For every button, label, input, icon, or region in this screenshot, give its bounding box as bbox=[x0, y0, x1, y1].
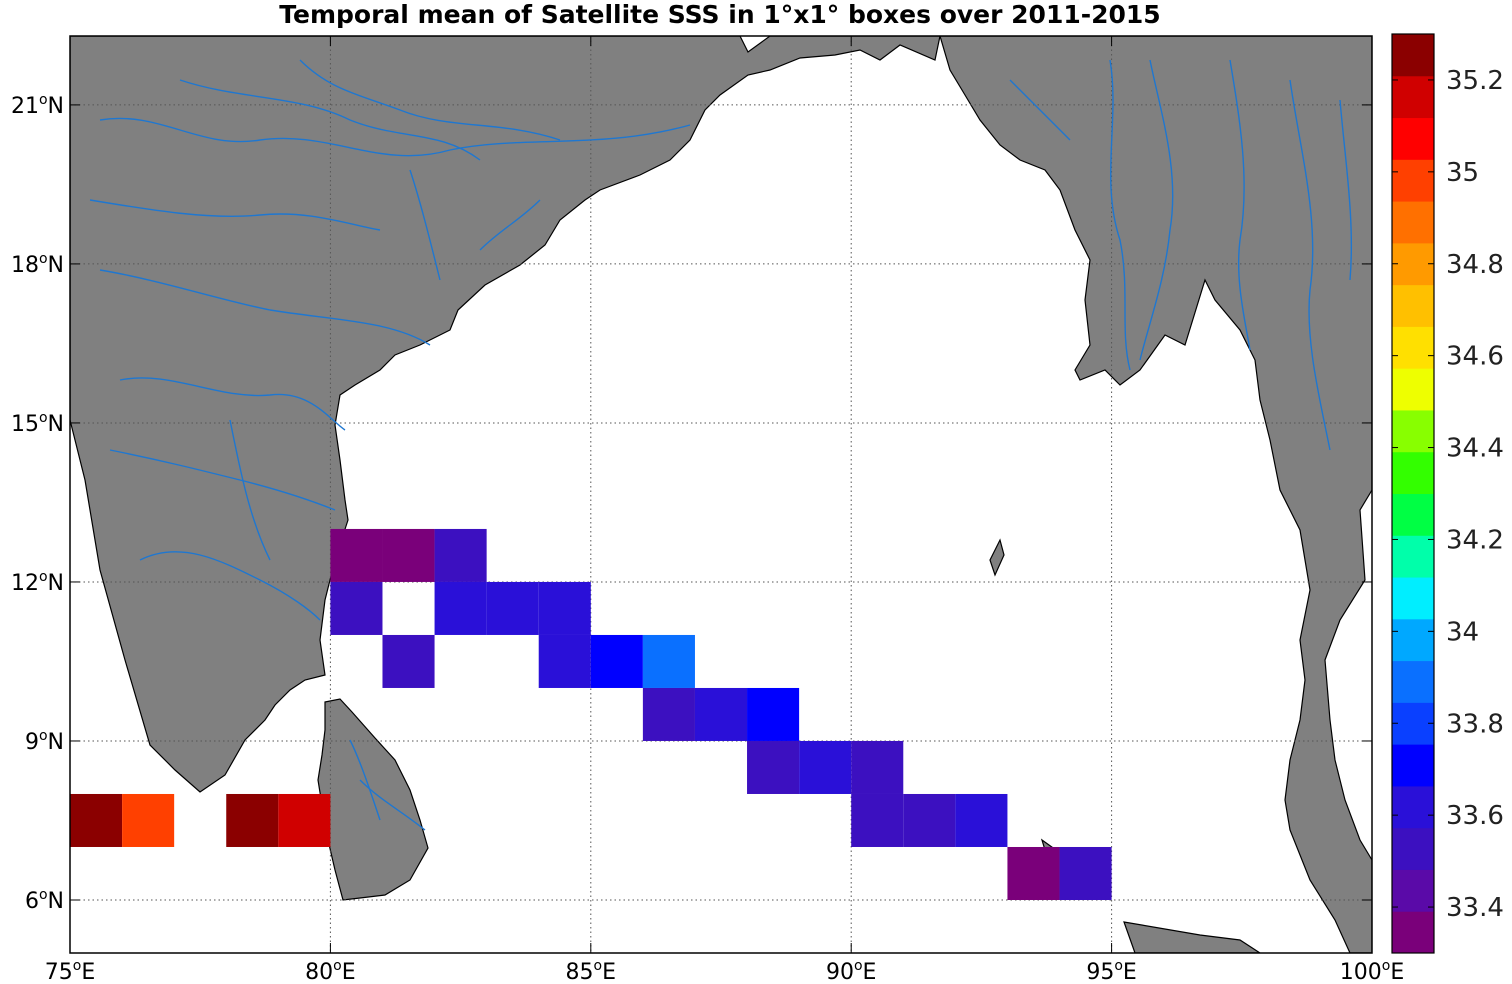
colorbar-label: 33.4 bbox=[1446, 893, 1504, 923]
sss-cell bbox=[590, 634, 643, 688]
sss-cell bbox=[434, 528, 487, 582]
land-myanmar bbox=[939, 36, 1372, 953]
colorbar-label: 34 bbox=[1446, 617, 1479, 647]
sss-cell bbox=[382, 634, 435, 688]
colorbar-label: 35 bbox=[1446, 158, 1479, 188]
sss-cell bbox=[642, 687, 695, 741]
sss-cell bbox=[70, 793, 123, 847]
sss-cell bbox=[538, 634, 591, 688]
colorbar-segment bbox=[1392, 785, 1434, 829]
colorbar-segment bbox=[1392, 34, 1434, 77]
map-frame bbox=[69, 35, 1373, 954]
sss-cell bbox=[642, 634, 695, 688]
colorbar-segment bbox=[1392, 75, 1434, 119]
colorbar-label: 35.2 bbox=[1446, 66, 1504, 96]
sss-cell bbox=[122, 793, 175, 847]
colorbar-segment bbox=[1392, 326, 1434, 369]
x-tick-label: 100oE bbox=[1340, 958, 1404, 984]
y-axis: 6oN 9oN 12oN 15oN 18oN 21oN bbox=[11, 92, 1372, 914]
sss-cell bbox=[903, 793, 956, 847]
colorbar-segment bbox=[1392, 702, 1434, 745]
y-tick-label: 18oN bbox=[11, 251, 64, 278]
colorbar-segment bbox=[1392, 242, 1434, 286]
colorbar-label: 33.6 bbox=[1446, 801, 1504, 831]
x-tick-label: 95oE bbox=[1086, 958, 1136, 984]
sss-cell bbox=[486, 581, 539, 635]
colorbar-segment bbox=[1392, 744, 1434, 787]
x-tick-label: 85oE bbox=[566, 958, 616, 984]
y-tick-label: 15oN bbox=[11, 410, 64, 437]
colorbar-label: 34.2 bbox=[1446, 525, 1504, 555]
sss-cell bbox=[226, 793, 279, 847]
colorbar-segment bbox=[1392, 618, 1434, 662]
sss-cell bbox=[1059, 846, 1112, 900]
sss-cell bbox=[955, 793, 1008, 847]
sss-cell bbox=[330, 528, 383, 582]
sss-cell bbox=[278, 793, 331, 847]
x-axis: 75oE 80oE 85oE 90oE 95oE 100oE bbox=[45, 36, 1404, 984]
land-sumatra bbox=[1123, 921, 1262, 953]
sss-cell bbox=[851, 740, 904, 794]
sss-cell bbox=[799, 740, 852, 794]
y-tick-label: 12oN bbox=[11, 569, 64, 596]
colorbar-segment bbox=[1392, 493, 1434, 536]
map-title: Temporal mean of Satellite SSS in 1°x1° … bbox=[279, 0, 1161, 29]
x-tick-label: 80oE bbox=[305, 958, 355, 984]
colorbar-segment bbox=[1392, 284, 1434, 327]
sss-cells bbox=[70, 528, 1112, 900]
colorbar-segment bbox=[1392, 117, 1434, 160]
sss-cell bbox=[382, 528, 435, 582]
colorbar-segment bbox=[1392, 409, 1434, 453]
colorbar-segment bbox=[1392, 577, 1434, 620]
colorbar-segment bbox=[1392, 660, 1434, 703]
x-tick-label: 90oE bbox=[826, 958, 876, 984]
y-tick-label: 6oN bbox=[25, 887, 64, 914]
land-india bbox=[70, 36, 941, 793]
y-tick-label: 9oN bbox=[25, 728, 64, 755]
colorbar-segment bbox=[1392, 368, 1434, 411]
colorbar-segment bbox=[1392, 535, 1434, 578]
sss-cell bbox=[851, 793, 904, 847]
colorbar-segment bbox=[1392, 201, 1434, 244]
sss-cell bbox=[747, 740, 800, 794]
sss-cell bbox=[330, 581, 383, 635]
sss-cell bbox=[694, 687, 748, 741]
colorbar-label: 33.8 bbox=[1446, 709, 1504, 739]
colorbar-label: 34.6 bbox=[1446, 342, 1504, 372]
y-tick-label: 21oN bbox=[11, 92, 64, 119]
sss-cell bbox=[434, 581, 487, 635]
sss-cell bbox=[747, 687, 800, 741]
colorbar-segment bbox=[1392, 451, 1434, 494]
gridlines bbox=[70, 36, 1372, 953]
x-tick-label: 75oE bbox=[45, 958, 95, 984]
colorbar: 33.4 33.6 33.8 34 34.2 34.4 34.6 34.8 35 35.2 bbox=[1391, 33, 1504, 954]
colorbar-label: 34.8 bbox=[1446, 250, 1504, 280]
colorbar-label: 34.4 bbox=[1446, 434, 1504, 464]
rivers bbox=[89, 59, 1353, 831]
sss-cell bbox=[1007, 846, 1060, 900]
colorbar-segment bbox=[1392, 827, 1434, 870]
land-andaman bbox=[989, 538, 1005, 577]
colorbar-frame bbox=[1391, 33, 1435, 954]
colorbar-segment bbox=[1392, 869, 1434, 912]
colorbar-segment bbox=[1392, 159, 1434, 202]
sss-cell bbox=[538, 581, 591, 635]
colorbar-segment bbox=[1392, 911, 1434, 954]
